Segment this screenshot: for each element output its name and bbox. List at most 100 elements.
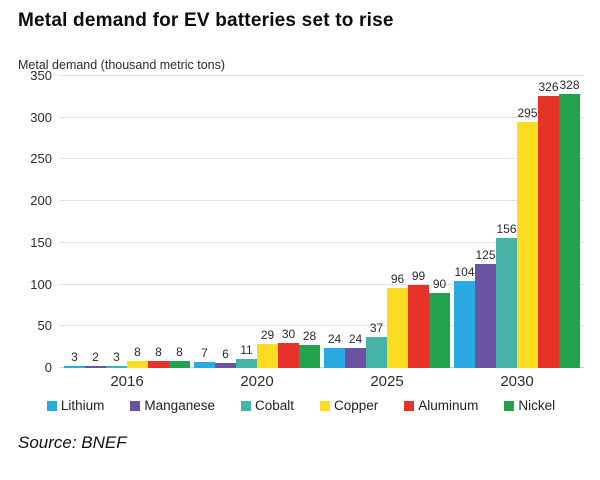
legend: Lithium Manganese Cobalt Copper Aluminum Nick… — [18, 398, 584, 413]
source-text: Source: BNEF — [18, 433, 127, 452]
bar-value-label: 29 — [260, 327, 275, 342]
bar-aluminum-2030: 326 — [538, 81, 559, 368]
bar-cobalt-2030: 156 — [496, 221, 517, 368]
x-tick-label: 2030 — [500, 373, 534, 390]
y-tick-label: 300 — [30, 109, 52, 125]
bar-lithium-2025: 24 — [324, 331, 345, 368]
bar — [85, 366, 106, 368]
bar — [475, 263, 496, 368]
gridline: 200 — [30, 193, 584, 208]
y-tick-label: 150 — [30, 234, 52, 250]
legend-label: Cobalt — [254, 398, 295, 413]
legend-label: Aluminum — [418, 398, 479, 413]
bar-cobalt-2016: 3 — [106, 349, 127, 368]
bar-value-label: 7 — [201, 346, 208, 361]
x-tick-label: 2016 — [110, 373, 144, 390]
bar — [299, 344, 320, 368]
bar — [236, 358, 257, 368]
bar-value-label: 24 — [327, 331, 342, 346]
x-tick-label: 2025 — [370, 373, 404, 390]
bar-value-label: 8 — [155, 345, 162, 360]
legend-swatch-icon — [320, 400, 331, 411]
x-axis-labels: 2016 2020 2025 2030 — [60, 373, 584, 390]
gridline: 300 — [30, 110, 584, 125]
bar-nickel-2016: 8 — [169, 346, 190, 368]
bar-lithium-2030: 104 — [454, 266, 475, 368]
y-tick-label: 100 — [30, 276, 52, 292]
y-tick-label: 200 — [30, 193, 52, 209]
bar-nickel-2025: 90 — [429, 276, 450, 368]
bar — [106, 365, 127, 368]
y-tick-label: 350 — [30, 68, 52, 83]
legend-item-manganese: Manganese — [130, 398, 215, 413]
bar-value-label: 8 — [176, 345, 183, 360]
legend-label: Copper — [334, 398, 379, 413]
bar-manganese-2025: 24 — [345, 332, 366, 368]
gridline: 150 — [30, 235, 584, 250]
bar-value-label: 104 — [454, 265, 475, 280]
bar-manganese-2016: 2 — [85, 351, 106, 368]
bar-value-label: 96 — [390, 271, 405, 286]
bar — [496, 237, 517, 368]
gridline: 50 — [38, 318, 584, 333]
x-tick-label: 2020 — [240, 373, 274, 390]
bar — [324, 347, 345, 368]
bar-value-label: 8 — [134, 345, 141, 360]
legend-swatch-icon — [240, 400, 251, 411]
chart-page: Metal demand for EV batteries set to ris… — [18, 10, 584, 453]
legend-swatch-icon — [504, 400, 515, 411]
bar-value-label: 3 — [71, 349, 78, 364]
y-tick-label: 0 — [44, 360, 52, 375]
bar-cobalt-2020: 11 — [236, 343, 257, 368]
bar-group-2030: 104 125 156 295 326 328 — [454, 76, 580, 368]
bar-value-label: 2 — [92, 350, 99, 364]
bar-manganese-2020: 6 — [215, 348, 236, 368]
legend-item-copper: Copper — [320, 398, 378, 413]
bar — [278, 342, 299, 368]
bar — [215, 363, 236, 368]
bar — [538, 96, 559, 368]
bar — [517, 121, 538, 368]
bar-value-label: 3 — [113, 349, 120, 364]
gridline: 100 — [30, 277, 584, 292]
bar-value-label: 99 — [411, 269, 426, 284]
bar — [345, 347, 366, 368]
plot-area: 0 50 100 150 200 250 300 350 3 2 3 8 8 8 7 6 11 29 30 28 24… — [30, 68, 584, 375]
legend-swatch-icon — [46, 400, 57, 411]
bar-value-label: 37 — [369, 321, 384, 336]
bar-aluminum-2020: 30 — [278, 326, 299, 368]
bar-value-label: 30 — [281, 326, 296, 341]
bar-value-label: 125 — [475, 247, 496, 262]
bar-value-label: 156 — [496, 221, 517, 236]
legend-item-aluminum: Aluminum — [404, 398, 478, 413]
bar-aluminum-2016: 8 — [148, 346, 169, 368]
bar-nickel-2030: 328 — [559, 79, 580, 368]
bar — [366, 337, 387, 368]
bar-aluminum-2025: 99 — [408, 270, 429, 368]
bar — [408, 285, 429, 368]
y-tick-label: 50 — [37, 318, 52, 334]
y-tick-label: 250 — [30, 151, 52, 167]
bar — [257, 343, 278, 368]
bar — [127, 361, 148, 368]
bar-copper-2016: 8 — [127, 346, 148, 368]
bar-value-label: 28 — [302, 328, 317, 343]
bar — [64, 365, 85, 368]
chart-title: Metal demand for EV batteries set to ris… — [18, 10, 394, 31]
bar — [194, 362, 215, 368]
legend-swatch-icon — [130, 400, 141, 411]
y-axis-title: Metal demand (thousand metric tons) — [18, 58, 226, 72]
bar-value-label: 90 — [432, 276, 447, 291]
legend-swatch-icon — [404, 400, 415, 411]
bar — [148, 361, 169, 368]
legend-label: Lithium — [60, 398, 105, 413]
bar-copper-2025: 96 — [387, 271, 408, 368]
bar-group-2025: 24 24 37 96 99 90 — [324, 76, 450, 368]
bar-groups: 3 2 3 8 8 8 7 6 11 29 30 28 24 24 37 96 99 90 104 125 156 295… — [60, 76, 584, 368]
bar-group-2020: 7 6 11 29 30 28 — [194, 76, 320, 368]
bar-value-label: 326 — [538, 80, 559, 95]
gridline: 0 — [45, 360, 584, 375]
legend-item-nickel: Nickel — [504, 398, 555, 413]
legend-label: Manganese — [144, 398, 215, 413]
